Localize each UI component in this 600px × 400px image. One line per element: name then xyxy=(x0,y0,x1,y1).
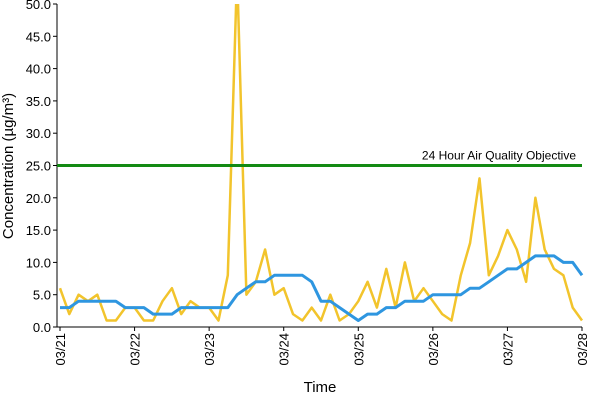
reference-label: 24 Hour Air Quality Objective xyxy=(422,149,576,163)
y-tick-label: 35.0 xyxy=(26,94,51,109)
y-tick-label: 30.0 xyxy=(26,126,51,141)
plot-area xyxy=(58,4,584,322)
y-tick-label: 15.0 xyxy=(26,223,51,238)
y-tick-label: 10.0 xyxy=(26,255,51,270)
x-tick-label: 03/25 xyxy=(351,333,366,366)
series-line xyxy=(60,254,584,322)
series-line xyxy=(58,4,584,322)
x-tick-label: 03/27 xyxy=(500,333,515,366)
x-tick-label: 03/24 xyxy=(277,333,292,366)
y-tick-label: 0.0 xyxy=(33,320,51,335)
y-tick-label: 40.0 xyxy=(26,62,51,77)
y-tick-label: 20.0 xyxy=(26,191,51,206)
y-tick-label: 45.0 xyxy=(26,29,51,44)
x-tick-label: 03/28 xyxy=(575,333,590,366)
x-tick-label: 03/21 xyxy=(53,333,68,366)
y-tick-label: 25.0 xyxy=(26,159,51,174)
x-tick-label: 03/23 xyxy=(202,333,217,366)
y-axis-title: Concentration (µg/m³) xyxy=(0,93,17,239)
y-tick-label: 5.0 xyxy=(33,288,51,303)
x-tick-label: 03/26 xyxy=(426,333,441,366)
x-tick-label: 03/22 xyxy=(128,333,143,366)
y-tick-label: 50.0 xyxy=(26,0,51,12)
x-axis-title: Time xyxy=(304,379,337,396)
